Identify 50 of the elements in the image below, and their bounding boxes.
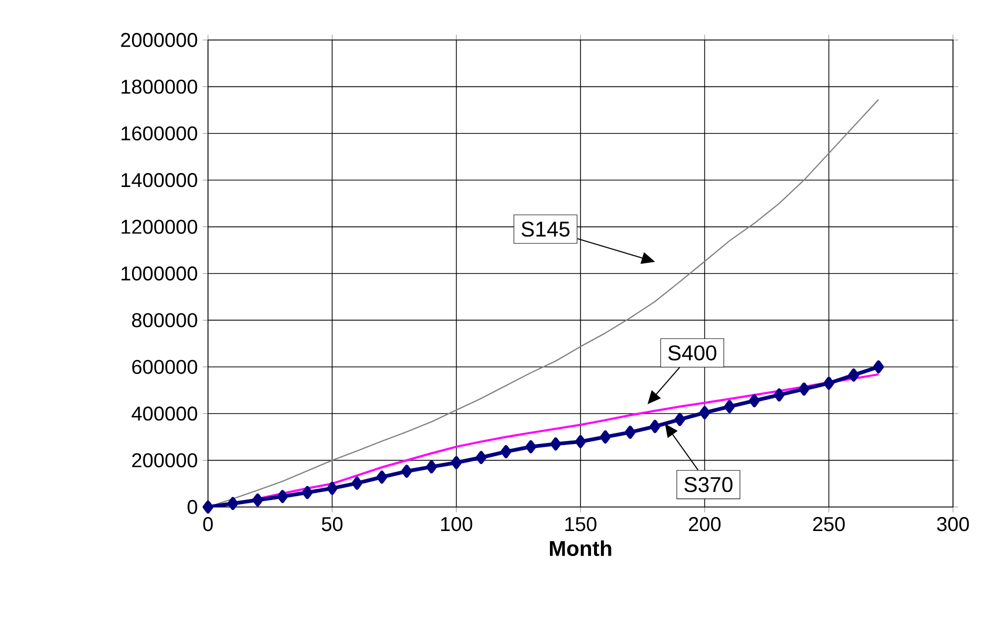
point <box>426 460 437 474</box>
y-tick-label: 1600000 <box>122 126 198 140</box>
x-tick-label: 150 <box>565 517 596 532</box>
y-tick-label: 400000 <box>132 406 198 421</box>
y-tick-label: 0 <box>188 500 198 514</box>
x-tick-label: 300 <box>937 517 969 532</box>
point <box>699 406 710 420</box>
x-tick-label: 50 <box>322 517 342 532</box>
point <box>252 493 264 507</box>
point <box>774 388 785 402</box>
point <box>624 426 636 439</box>
y-tick-label: 1200000 <box>122 220 198 234</box>
x-tick-label: 200 <box>688 517 721 532</box>
point <box>302 486 313 500</box>
annotation: S145 <box>522 222 570 237</box>
y-tick-label: 1800000 <box>122 80 198 94</box>
point <box>277 490 288 504</box>
point <box>352 476 362 490</box>
y-tick-label: 1400000 <box>122 173 198 188</box>
annotation: S370 <box>684 477 732 492</box>
point <box>525 440 536 454</box>
x-tick-label: 0 <box>203 517 213 532</box>
y-tick-label: 1000000 <box>122 266 198 281</box>
y-tick-label: 800000 <box>132 313 198 328</box>
point <box>450 456 462 470</box>
point <box>550 437 562 450</box>
x-tick-label: 250 <box>813 517 845 532</box>
point <box>848 368 860 382</box>
point <box>748 394 760 408</box>
point <box>202 500 214 514</box>
y-tick-label: 600000 <box>132 360 198 374</box>
x-axis-title: Month <box>550 540 612 556</box>
point <box>376 470 388 484</box>
point <box>798 382 810 396</box>
y-tick-label: 2000000 <box>121 32 198 48</box>
point <box>476 450 487 464</box>
point <box>724 400 735 414</box>
x-tick-label: 100 <box>441 517 472 532</box>
point <box>500 445 512 458</box>
point <box>600 430 611 444</box>
point <box>401 464 412 478</box>
point <box>326 482 338 495</box>
y-tick-label: 200000 <box>132 453 198 468</box>
point <box>575 435 586 448</box>
point <box>823 376 834 390</box>
point <box>227 496 238 510</box>
point <box>650 420 660 433</box>
point <box>674 412 686 426</box>
annotation: S400 <box>668 345 716 360</box>
point <box>873 360 884 374</box>
